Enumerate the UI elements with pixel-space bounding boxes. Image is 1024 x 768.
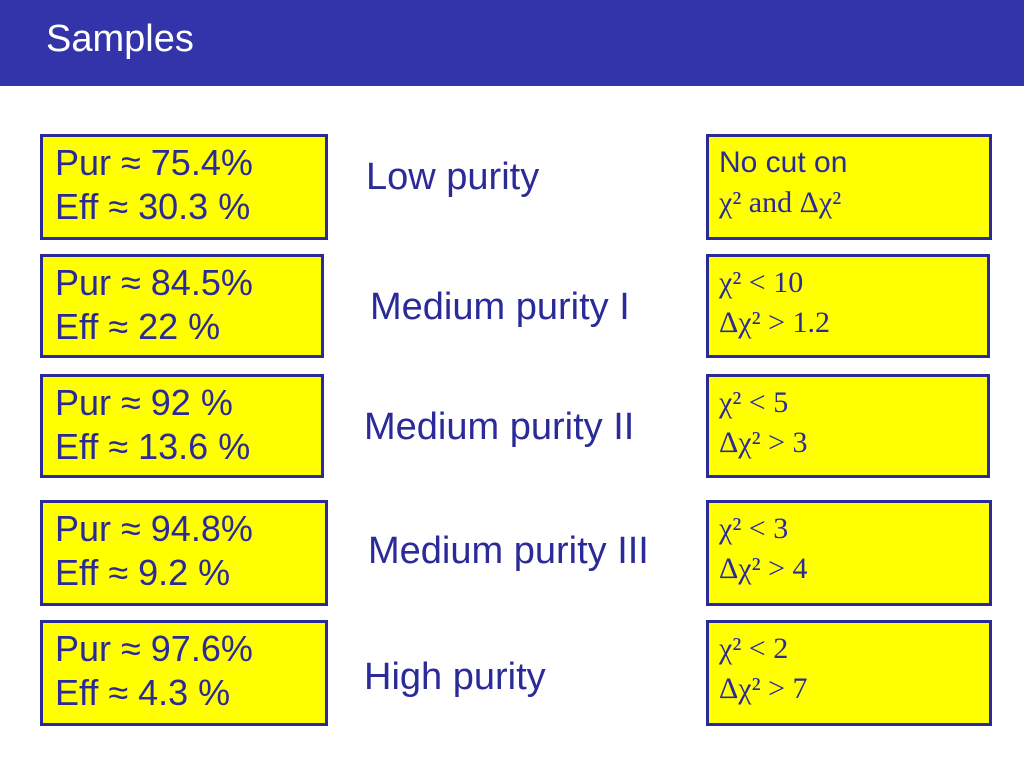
efficiency-value: Eff ≈ 4.3 %: [55, 672, 231, 713]
cut-line: Δχ² > 3: [719, 426, 808, 459]
sample-label: High purity: [364, 656, 546, 698]
sample-label: Medium purity I: [370, 286, 630, 328]
efficiency-value: Eff ≈ 30.3 %: [55, 186, 251, 227]
cut-line: Δχ² > 7: [719, 672, 808, 705]
purity-value: Pur ≈ 92 %: [55, 382, 233, 423]
slide-header: Samples: [0, 0, 1024, 86]
sample-label: Medium purity II: [364, 406, 635, 448]
purity-value: Pur ≈ 97.6%: [55, 628, 253, 669]
cut-box: χ² < 10 Δχ² > 1.2: [706, 254, 990, 358]
cut-line: χ² < 5: [719, 386, 789, 419]
purity-value: Pur ≈ 75.4%: [55, 142, 253, 183]
cut-line: χ² < 2: [719, 632, 789, 665]
sample-stats-box: Pur ≈ 97.6% Eff ≈ 4.3 %: [40, 620, 328, 726]
efficiency-value: Eff ≈ 22 %: [55, 306, 221, 347]
sample-stats-box: Pur ≈ 92 % Eff ≈ 13.6 %: [40, 374, 324, 478]
purity-value: Pur ≈ 94.8%: [55, 508, 253, 549]
efficiency-value: Eff ≈ 13.6 %: [55, 426, 251, 467]
cut-box: χ² < 5 Δχ² > 3: [706, 374, 990, 478]
cut-line: χ² and Δχ²: [719, 186, 842, 219]
cut-line: Δχ² > 1.2: [719, 306, 831, 339]
sample-label: Medium purity III: [368, 530, 649, 572]
slide-title: Samples: [46, 18, 194, 60]
sample-stats-box: Pur ≈ 84.5% Eff ≈ 22 %: [40, 254, 324, 358]
cut-box: No cut on χ² and Δχ²: [706, 134, 992, 240]
cut-box: χ² < 3 Δχ² > 4: [706, 500, 992, 606]
cut-line: No cut on: [719, 146, 848, 179]
cut-line: Δχ² > 4: [719, 552, 808, 585]
cut-line: χ² < 10: [719, 266, 804, 299]
sample-stats-box: Pur ≈ 75.4% Eff ≈ 30.3 %: [40, 134, 328, 240]
sample-label: Low purity: [366, 156, 540, 198]
purity-value: Pur ≈ 84.5%: [55, 262, 253, 303]
cut-box: χ² < 2 Δχ² > 7: [706, 620, 992, 726]
sample-stats-box: Pur ≈ 94.8% Eff ≈ 9.2 %: [40, 500, 328, 606]
cut-line: χ² < 3: [719, 512, 789, 545]
efficiency-value: Eff ≈ 9.2 %: [55, 552, 231, 593]
